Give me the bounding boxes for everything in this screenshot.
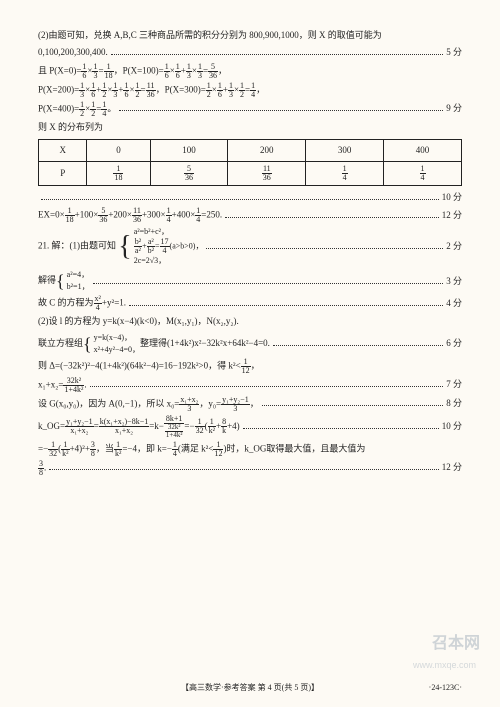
text: (2)设 l 的方程为 y=k(x−4)(k<0)，M(x₁,y₁)，N(x₂,… [38, 314, 239, 329]
distribution-table: X0100200300400 P 118 536 1136 14 14 [38, 139, 462, 186]
points: 8 分 [446, 396, 462, 411]
solve-line: 解得{a²=4，b²=1， 3 分 [38, 269, 462, 293]
cell: 118 [87, 162, 150, 186]
leader [273, 345, 443, 346]
eq-c: 故 C 的方程为x²4+y²=1. 4 分 [38, 295, 462, 312]
text: 设 G(x₀,y₀)，因为 A(0,−1)，所以 x₀=x₁+x₂3，y₀=y₁… [38, 396, 259, 413]
points: 3 分 [446, 274, 462, 289]
leader [41, 199, 439, 200]
watermark-url: www.mxqe.com [413, 658, 476, 673]
cell: 14 [384, 162, 462, 186]
points: 12 分 [442, 208, 462, 223]
points: 5 分 [446, 45, 462, 60]
cell: P [39, 162, 87, 186]
leader [93, 283, 444, 284]
cell: 536 [150, 162, 228, 186]
cell: 0 [87, 139, 150, 161]
cell: 1136 [228, 162, 306, 186]
leader [49, 469, 438, 470]
para-2: 0,100,200,300,400. 5 分 [38, 45, 462, 60]
text: (2)由题可知，兑换 A,B,C 三种商品所需的积分分别为 800,900,10… [38, 28, 382, 43]
eq-px0: 且 P(X=0)=16×13=118，P(X=100)=16×16+13×13=… [38, 63, 462, 80]
text: P(X=400)=12×12=14。 [38, 101, 116, 118]
leader [262, 405, 443, 406]
text: 故 C 的方程为x²4+y²=1. [38, 295, 126, 312]
text: 解得{a²=4，b²=1， [38, 269, 90, 293]
para-1: (2)由题可知，兑换 A,B,C 三种商品所需的积分分别为 800,900,10… [38, 28, 462, 43]
points: 10 分 [442, 419, 462, 434]
eq-ex: EX=0×118+100×536+200×1136+300×14+400×14=… [38, 207, 462, 224]
leader [111, 54, 443, 55]
cell: X [39, 139, 87, 161]
text: 则 Δ=(−32k²)²−4(1+4k²)(64k²−4)=16−192k²>0… [38, 358, 260, 375]
text: 且 P(X=0)=16×13=118，P(X=100)=16×16+13×13=… [38, 63, 227, 80]
system: 联立方程组{y=k(x−4)，x²+4y²−4=0，整理得(1+4k²)x²−3… [38, 332, 462, 356]
text: P(X=200)=13×16+12×13+16×12=1136，P(X=300)… [38, 82, 265, 99]
after-table: 10 分 [38, 190, 462, 205]
delta: 则 Δ=(−32k²)²−4(1+4k²)(64k²−4)=16−192k²>0… [38, 358, 462, 375]
cell: 200 [228, 139, 306, 161]
text: =−132(1k²+4)²+38，当1k²=−4，即 k=−14(满足 k²<1… [38, 441, 365, 458]
table-row: X0100200300400 [39, 139, 462, 161]
text: 则 X 的分布列为 [38, 120, 103, 135]
points: 2 分 [446, 239, 462, 254]
text: k_OG=y₁+y₂−1x₁+x₂=k(x₁+x₂)−8k−1x₁+x₂=k−8… [38, 415, 240, 439]
points: 6 分 [446, 336, 462, 351]
final2: 38. 12 分 [38, 460, 462, 477]
points: 9 分 [446, 101, 462, 116]
watermark: 召本网 [432, 630, 480, 657]
q21-line: 21. 解：(1)由题可知 {a²=b²+c²，b²a²+a²b²=174(a>… [38, 226, 462, 267]
text: 联立方程组{y=k(x−4)，x²+4y²−4=0，整理得(1+4k²)x²−3… [38, 332, 270, 356]
cell: 400 [384, 139, 462, 161]
leader [129, 305, 443, 306]
text: 21. 解：(1)由题可知 {a²=b²+c²，b²a²+a²b²=174(a>… [38, 226, 203, 267]
eq-px200: P(X=200)=13×16+12×13+16×12=1136，P(X=300)… [38, 82, 462, 99]
leader [243, 428, 439, 429]
cell: 14 [306, 162, 384, 186]
text: 0,100,200,300,400. [38, 45, 108, 60]
leader [119, 110, 443, 111]
part2: (2)设 l 的方程为 y=k(x−4)(k<0)，M(x₁,y₁)，N(x₂,… [38, 314, 462, 329]
x1x2: x₁+x₂=32k²1+4k². 7 分 [38, 377, 462, 394]
page-number: ·24-123C· [429, 681, 462, 695]
page: (2)由题可知，兑换 A,B,C 三种商品所需的积分分别为 800,900,10… [0, 0, 500, 707]
footer: 【高三数学·参考答案 第 4 页(共 5 页)】 [0, 681, 500, 695]
points: 4 分 [446, 296, 462, 311]
leader [225, 217, 439, 218]
text: x₁+x₂=32k²1+4k². [38, 377, 87, 394]
text: 38. [38, 460, 46, 477]
cell: 100 [150, 139, 228, 161]
table-row: P 118 536 1136 14 14 [39, 162, 462, 186]
final1: =−132(1k²+4)²+38，当1k²=−4，即 k=−14(满足 k²<1… [38, 441, 462, 458]
setg: 设 G(x₀,y₀)，因为 A(0,−1)，所以 x₀=x₁+x₂3，y₀=y₁… [38, 396, 462, 413]
leader [90, 386, 444, 387]
kog: k_OG=y₁+y₂−1x₁+x₂=k(x₁+x₂)−8k−1x₁+x₂=k−8… [38, 415, 462, 439]
points: 10 分 [442, 190, 462, 205]
cell: 300 [306, 139, 384, 161]
leader [206, 248, 443, 249]
points: 12 分 [442, 460, 462, 475]
points: 7 分 [446, 377, 462, 392]
dist-caption: 则 X 的分布列为 [38, 120, 462, 135]
text: EX=0×118+100×536+200×1136+300×14+400×14=… [38, 207, 222, 224]
eq-px400: P(X=400)=12×12=14。 9 分 [38, 101, 462, 118]
